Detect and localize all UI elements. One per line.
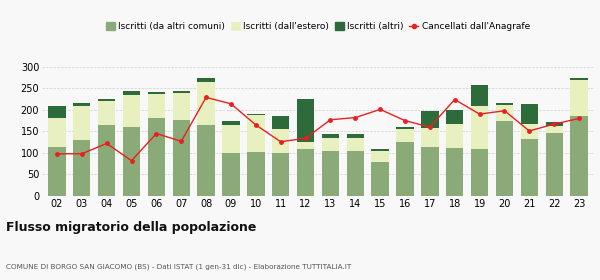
Bar: [421, 147, 439, 196]
Bar: [98, 101, 115, 125]
Bar: [397, 142, 414, 196]
Bar: [347, 151, 364, 196]
Bar: [322, 134, 339, 138]
Bar: [48, 118, 65, 147]
Bar: [98, 125, 115, 196]
Bar: [545, 122, 563, 126]
Bar: [347, 134, 364, 138]
Bar: [421, 111, 439, 128]
Bar: [397, 127, 414, 129]
Bar: [397, 129, 414, 142]
Bar: [521, 139, 538, 196]
Bar: [247, 114, 265, 115]
Bar: [421, 128, 439, 147]
Bar: [222, 122, 239, 125]
Bar: [347, 138, 364, 151]
Bar: [197, 125, 215, 196]
Bar: [496, 121, 513, 196]
Bar: [173, 93, 190, 120]
Text: COMUNE DI BORGO SAN GIACOMO (BS) - Dati ISTAT (1 gen-31 dic) - Elaborazione TUTT: COMUNE DI BORGO SAN GIACOMO (BS) - Dati …: [6, 264, 351, 270]
Bar: [197, 78, 215, 82]
Bar: [545, 126, 563, 133]
Bar: [48, 106, 65, 118]
Bar: [446, 148, 463, 196]
Bar: [371, 149, 389, 151]
Bar: [173, 91, 190, 93]
Bar: [123, 95, 140, 127]
Bar: [446, 124, 463, 148]
Bar: [247, 115, 265, 152]
Bar: [571, 80, 588, 116]
Bar: [446, 110, 463, 124]
Bar: [521, 124, 538, 139]
Bar: [73, 102, 91, 106]
Bar: [471, 106, 488, 149]
Bar: [571, 116, 588, 196]
Bar: [148, 94, 165, 118]
Bar: [322, 138, 339, 151]
Bar: [48, 147, 65, 196]
Bar: [545, 133, 563, 196]
Bar: [272, 129, 289, 153]
Bar: [272, 153, 289, 196]
Bar: [371, 151, 389, 162]
Bar: [73, 139, 91, 196]
Bar: [123, 91, 140, 95]
Legend: Iscritti (da altri comuni), Iscritti (dall'estero), Iscritti (altri), Cancellati: Iscritti (da altri comuni), Iscritti (da…: [102, 18, 534, 35]
Text: Flusso migratorio della popolazione: Flusso migratorio della popolazione: [6, 221, 256, 234]
Bar: [297, 149, 314, 196]
Bar: [222, 125, 239, 153]
Bar: [247, 152, 265, 196]
Bar: [272, 116, 289, 129]
Bar: [496, 103, 513, 105]
Bar: [98, 99, 115, 101]
Bar: [571, 78, 588, 80]
Bar: [73, 106, 91, 139]
Bar: [197, 82, 215, 125]
Bar: [471, 149, 488, 196]
Bar: [371, 162, 389, 196]
Bar: [148, 118, 165, 196]
Bar: [297, 142, 314, 149]
Bar: [123, 127, 140, 196]
Bar: [322, 151, 339, 196]
Bar: [297, 99, 314, 142]
Bar: [148, 92, 165, 94]
Bar: [521, 104, 538, 124]
Bar: [471, 85, 488, 106]
Bar: [496, 105, 513, 121]
Bar: [173, 120, 190, 196]
Bar: [222, 153, 239, 196]
